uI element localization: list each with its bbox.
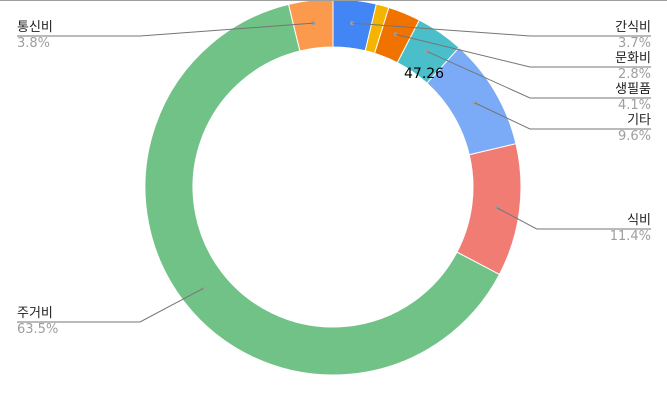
leader-dot-3 [425,49,430,54]
value-tooltip-label: 47.26 [404,66,444,82]
percent-label-5: 11.4% [610,229,651,244]
category-label-6: 주거비 [17,306,53,321]
leader-line-0 [17,22,314,37]
percent-label-6: 63.5% [17,322,58,337]
slice-6 [144,3,501,376]
category-label-0: 통신비 [17,20,53,35]
leader-line-1 [352,22,651,37]
slice-0 [287,1,334,52]
percent-label-4: 9.6% [618,129,651,144]
leader-dot-2 [393,32,398,37]
category-label-3: 생필품 [615,82,651,97]
category-label-2: 문화비 [615,51,651,66]
percent-label-0: 3.8% [17,36,50,51]
leader-line-2 [395,33,651,68]
category-label-1: 간식비 [615,20,651,35]
leader-line-6 [17,288,204,323]
percent-label-2: 2.8% [618,67,651,82]
leader-line-3 [426,50,651,99]
category-label-4: 기타 [627,113,651,128]
slice-5 [456,143,522,276]
percent-label-3: 4.1% [618,98,651,113]
leader-line-4 [474,102,651,130]
category-label-5: 식비 [627,213,651,228]
leader-line-5 [496,207,651,230]
percent-label-1: 3.7% [618,36,651,51]
